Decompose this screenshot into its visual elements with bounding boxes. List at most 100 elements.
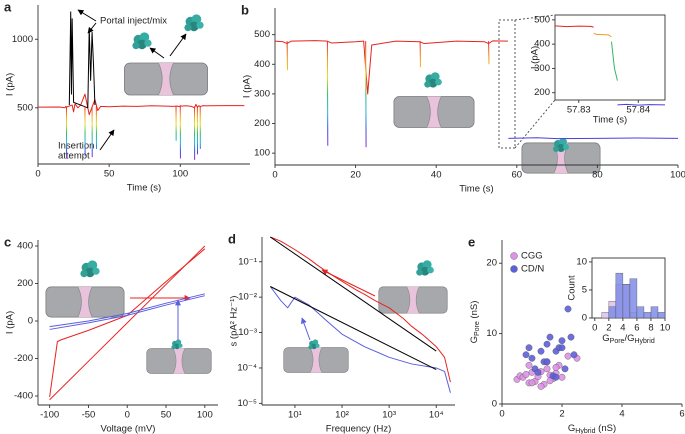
x-tick-label: 2 xyxy=(606,323,611,334)
y-axis-title: GPore (nS) xyxy=(469,301,482,344)
trace xyxy=(269,286,451,393)
y-tick-label: 400 xyxy=(534,39,550,50)
panel-label: e xyxy=(468,234,475,249)
y-axis-title: I (pA) xyxy=(242,75,253,98)
panel-label: d xyxy=(228,231,236,246)
point xyxy=(543,365,551,373)
trace xyxy=(49,248,206,398)
y-tick-label: 300 xyxy=(254,88,270,99)
x-tick-label: 10 xyxy=(660,323,671,334)
y-tick-label: 0 xyxy=(28,316,33,327)
x-tick-label: 10³ xyxy=(382,410,396,421)
hist-bar xyxy=(615,272,624,319)
x-tick-label: -50 xyxy=(82,410,96,421)
y-tick-label: 0 xyxy=(492,399,497,410)
point xyxy=(558,373,566,381)
point xyxy=(528,379,536,387)
x-tick-label: 0 xyxy=(272,170,277,181)
y-tick-label: 10⁻¹ xyxy=(238,256,257,267)
label-part: Hybrid xyxy=(634,338,654,345)
trace xyxy=(593,32,612,38)
x-tick-label: 10² xyxy=(335,410,349,421)
hist-bar xyxy=(636,306,645,319)
y-tick-label: -200 xyxy=(14,353,33,364)
point xyxy=(537,347,545,355)
trace xyxy=(508,137,679,140)
x-tick-label: 20 xyxy=(350,170,361,181)
x-tick-label: 2 xyxy=(559,409,564,420)
y-tick-label: 400 xyxy=(254,59,270,70)
trace xyxy=(37,93,245,116)
x-tick-label: 80 xyxy=(592,170,603,181)
y-tick-label: 200 xyxy=(254,118,270,129)
legend-label: CGG xyxy=(521,251,543,262)
x-tick-label: 0 xyxy=(592,323,597,334)
x-tick-label: 4 xyxy=(619,409,624,420)
y-tick-label: 10⁻⁵ xyxy=(237,398,257,409)
x-tick-label: 6 xyxy=(679,409,684,420)
y-tick-label: 300 xyxy=(534,63,550,74)
x-tick-label: 57.84 xyxy=(626,105,650,116)
point xyxy=(546,333,554,341)
y-tick-label: 10⁻⁴ xyxy=(237,362,257,373)
y-tick-label: 1000 xyxy=(12,34,33,45)
x-tick-label: 4 xyxy=(620,323,625,334)
label-part: (nS) xyxy=(469,301,480,322)
x-tick-label: -100 xyxy=(40,410,59,421)
y-tick-label: 500 xyxy=(17,102,33,113)
panel-label: a xyxy=(4,0,12,14)
label-part: Pore xyxy=(610,338,625,345)
point xyxy=(552,363,560,371)
legend-marker xyxy=(510,265,518,273)
x-tick-label: 60 xyxy=(512,170,523,181)
legend-marker xyxy=(510,252,518,260)
x-tick-label: 8 xyxy=(648,323,653,334)
trace xyxy=(270,236,451,383)
x-axis-title: GHybrid (nS) xyxy=(568,423,616,434)
point xyxy=(525,344,533,352)
hist-bar xyxy=(629,278,638,319)
x-tick-label: 10⁴ xyxy=(429,410,444,421)
y-tick-label: 500 xyxy=(534,14,550,25)
annotation: Insertion xyxy=(58,141,94,152)
point xyxy=(558,344,566,352)
point xyxy=(570,351,578,359)
point xyxy=(552,373,560,381)
y-tick-label: 20 xyxy=(486,258,497,269)
x-axis-title: Frequency (Hz) xyxy=(326,424,391,434)
point xyxy=(564,352,572,360)
point xyxy=(528,354,536,362)
point xyxy=(564,305,572,313)
trace xyxy=(286,41,490,148)
hist-bar xyxy=(643,312,652,319)
trace xyxy=(610,41,618,81)
x-tick-label: 57.83 xyxy=(567,105,591,116)
x-tick-label: 0 xyxy=(125,410,130,421)
y-tick-label: 0 xyxy=(582,313,587,324)
x-tick-label: 6 xyxy=(634,323,639,334)
annotation: attempt xyxy=(58,151,90,162)
y-tick-label: -400 xyxy=(14,391,33,402)
x-tick-label: 100 xyxy=(172,169,188,180)
x-tick-label: 0 xyxy=(499,409,504,420)
label-part: Hybrid xyxy=(575,428,595,434)
x-tick-label: 40 xyxy=(431,170,442,181)
label-part: /G xyxy=(624,333,634,344)
y-tick-label: 200 xyxy=(17,278,33,289)
panel-label: c xyxy=(4,234,11,249)
y-axis-title: I (pA) xyxy=(530,46,541,69)
legend-label: CD/N xyxy=(521,264,544,275)
x-tick-label: 10¹ xyxy=(288,410,302,421)
y-tick-label: 5 xyxy=(582,284,587,295)
point xyxy=(522,351,530,359)
point xyxy=(561,365,569,373)
x-axis-title: Time (s) xyxy=(127,183,161,194)
x-axis-title: GPore/GHybrid xyxy=(602,333,655,346)
hist-bar xyxy=(650,306,659,319)
label-part: (nS) xyxy=(596,423,617,434)
trace xyxy=(49,295,205,330)
x-axis-title: Time (s) xyxy=(593,115,627,126)
y-axis-title: I (pA) xyxy=(5,73,16,96)
hist-bar xyxy=(601,312,610,319)
